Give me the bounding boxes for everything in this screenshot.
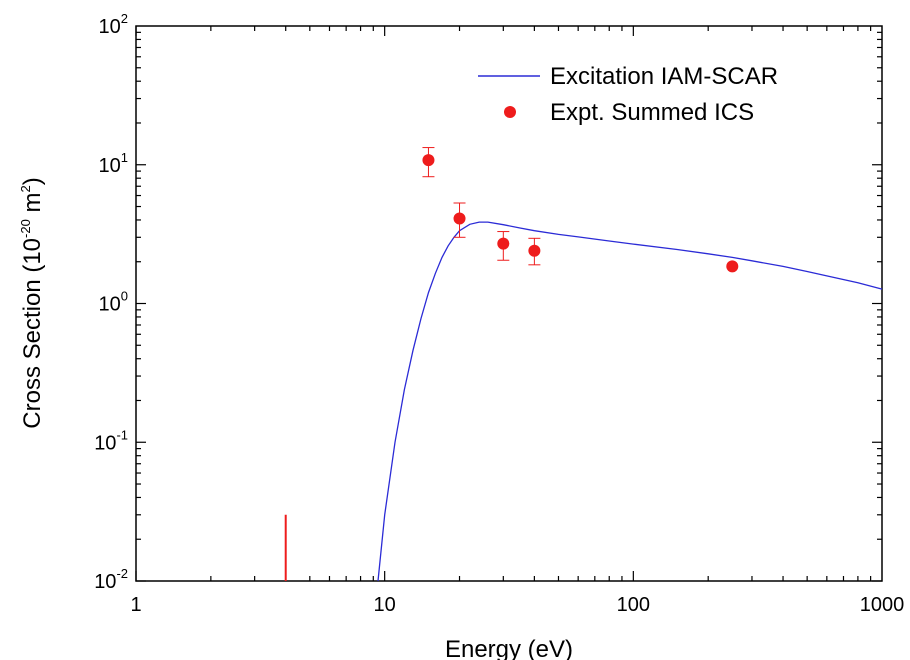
x-tick-label: 1000: [860, 594, 905, 616]
y-axis-title-exp: -20: [18, 219, 33, 238]
x-tick-label: 100: [617, 594, 650, 616]
legend-marker-swatch: [504, 106, 516, 118]
y-tick-label: 100: [99, 289, 128, 316]
axis-ticks: [135, 26, 882, 582]
legend-label-excitation: Excitation IAM-SCAR: [550, 63, 778, 90]
y-tick-label-base: 10: [99, 16, 121, 38]
y-tick-label-exp: 0: [121, 289, 128, 304]
data-point: [726, 260, 739, 273]
y-tick-label-exp: -2: [116, 566, 128, 581]
x-tick-label: 10: [374, 594, 396, 616]
legend: Excitation IAM-SCAR Expt. Summed ICS: [478, 63, 778, 126]
y-tick-label-base: 10: [94, 432, 116, 454]
y-tick-label: 101: [99, 150, 128, 177]
y-axis-title-close: ): [19, 177, 46, 185]
data-point: [528, 244, 541, 257]
data-point: [453, 212, 466, 225]
y-tick-label-exp: 2: [121, 11, 128, 26]
y-axis-title-unit: m: [19, 193, 46, 220]
y-tick-label: 10-2: [94, 566, 128, 593]
y-tick-label-exp: -1: [116, 427, 128, 442]
y-axis-title-unit-exp: 2: [18, 185, 33, 192]
y-tick-label: 102: [99, 11, 128, 38]
y-tick-label-base: 10: [99, 294, 121, 316]
data-point: [422, 154, 435, 167]
y-tick-label: 10-1: [94, 427, 128, 454]
legend-label-expt: Expt. Summed ICS: [550, 99, 754, 126]
y-axis-title: Cross Section (10-20 m2): [18, 177, 46, 428]
y-tick-label-base: 10: [94, 571, 116, 593]
data-point: [497, 237, 510, 250]
x-tick-label: 1: [130, 594, 141, 616]
y-tick-label-base: 10: [99, 155, 121, 177]
y-axis-title-text: Cross Section (10: [19, 238, 46, 429]
x-axis-title: Energy (eV): [445, 636, 573, 660]
y-tick-label-exp: 1: [121, 150, 128, 165]
data-layer: [284, 147, 883, 582]
series-line-excitation: [377, 221, 883, 582]
